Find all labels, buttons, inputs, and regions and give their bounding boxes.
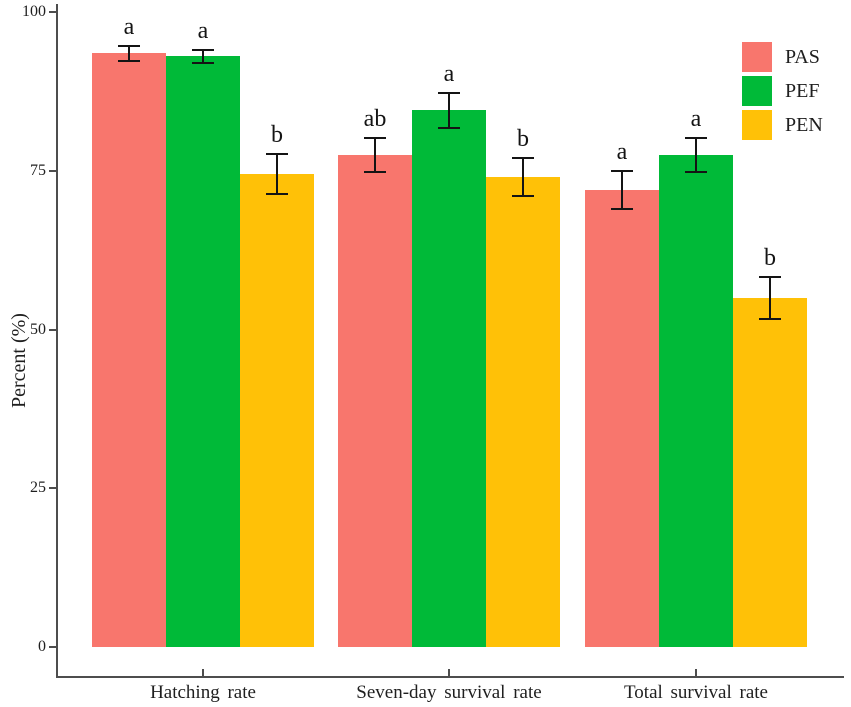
- y-tick: [49, 646, 57, 648]
- error-bar-cap-top: [611, 169, 633, 172]
- error-bar-cap-top: [685, 136, 707, 139]
- x-tick: [448, 669, 450, 678]
- error-bar-cap-bottom: [192, 61, 214, 64]
- bar-pen-1: [486, 177, 560, 647]
- error-bar-line: [695, 137, 697, 172]
- y-tick-label: 0: [38, 638, 46, 655]
- error-bar-cap-top: [759, 275, 781, 278]
- error-bar-cap-top: [364, 136, 386, 139]
- legend: PAS PEF PEN: [742, 42, 823, 144]
- bar-pas-0: [92, 53, 166, 647]
- error-bar-line: [128, 45, 130, 61]
- significance-letter: a: [123, 13, 135, 40]
- legend-label: PEF: [785, 80, 820, 102]
- error-bar-line: [374, 137, 376, 172]
- y-tick-label: 75: [30, 161, 46, 179]
- significance-letter: a: [443, 61, 455, 88]
- x-category-label: Total survival rate: [624, 682, 768, 703]
- x-tick: [202, 669, 204, 678]
- legend-swatch: [742, 42, 772, 72]
- error-bar-cap-bottom: [512, 195, 534, 198]
- error-bar-cap-top: [512, 157, 534, 160]
- y-tick-label: 100: [22, 3, 46, 20]
- error-bar-cap-top: [438, 92, 460, 95]
- error-bar-line: [276, 153, 278, 195]
- error-bar-line: [522, 158, 524, 197]
- y-tick: [49, 328, 57, 331]
- significance-letter: a: [197, 18, 209, 45]
- bar-pas-1: [338, 154, 412, 647]
- bar-pef-1: [412, 110, 486, 647]
- x-category-label: Hatching rate: [150, 682, 256, 703]
- error-bar-cap-top: [192, 49, 214, 52]
- significance-letter: b: [271, 121, 283, 148]
- bar-pas-2: [585, 189, 659, 647]
- significance-letter: a: [616, 138, 628, 165]
- error-bar-cap-top: [266, 152, 288, 155]
- error-bar-cap-bottom: [438, 126, 460, 129]
- bar-pen-2: [733, 297, 807, 647]
- y-tick: [49, 487, 57, 490]
- y-tick-label: 25: [30, 479, 46, 497]
- legend-label: PEN: [785, 114, 823, 136]
- error-bar-line: [448, 93, 450, 128]
- error-bar-cap-bottom: [759, 317, 781, 320]
- error-bar-cap-top: [118, 44, 140, 47]
- x-category-label: Seven-day survival rate: [356, 682, 542, 703]
- error-bar-line: [202, 50, 204, 63]
- error-bar-line: [621, 170, 623, 209]
- legend-item-pen: PEN: [742, 110, 823, 140]
- y-axis-line: [56, 4, 58, 678]
- significance-letter: b: [764, 244, 776, 271]
- bar-pef-0: [166, 56, 240, 647]
- x-tick: [695, 669, 697, 678]
- significance-letter: b: [517, 126, 529, 153]
- error-bar-cap-bottom: [118, 59, 140, 62]
- legend-item-pas: PAS: [742, 42, 823, 72]
- error-bar-cap-bottom: [266, 193, 288, 196]
- bar-pef-2: [659, 154, 733, 647]
- error-bar-cap-bottom: [685, 171, 707, 174]
- error-bar-cap-bottom: [611, 207, 633, 210]
- y-tick: [49, 11, 57, 13]
- legend-label: PAS: [785, 46, 820, 68]
- y-tick-label: 50: [30, 320, 46, 338]
- error-bar-cap-bottom: [364, 171, 386, 174]
- legend-swatch: [742, 76, 772, 106]
- bar-pen-0: [240, 173, 314, 647]
- x-axis-line: [56, 676, 844, 678]
- significance-letter: ab: [363, 105, 387, 132]
- error-bar-line: [769, 276, 771, 319]
- legend-item-pef: PEF: [742, 76, 823, 106]
- significance-letter: a: [690, 105, 702, 132]
- legend-swatch: [742, 110, 772, 140]
- y-tick: [49, 169, 57, 172]
